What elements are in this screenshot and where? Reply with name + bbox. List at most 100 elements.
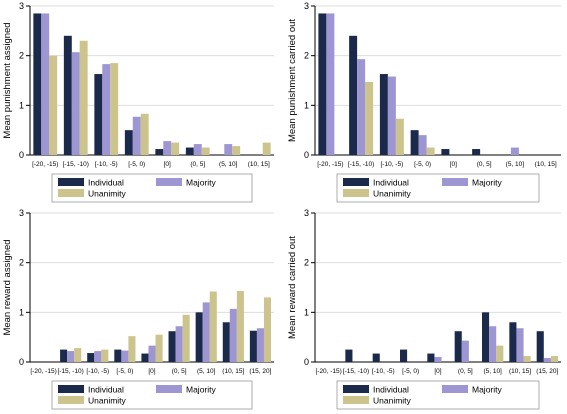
x-tick-label: (0, 5] <box>190 161 205 168</box>
bar-majority-15-10 <box>71 52 80 155</box>
bar-individual-15-20 <box>536 331 544 362</box>
bar-majority-20-15 <box>41 13 50 156</box>
bar-individual-10-5 <box>379 74 388 155</box>
x-tick-label: [-15, -10) <box>63 161 89 168</box>
bar-individual-0-5 <box>185 147 194 155</box>
y-axis-label: Mean reward carried out <box>287 236 298 339</box>
chart-panel-reward-carried-out: 0 1 2 3 Mean reward carried out [-20, -15) [-1… <box>285 207 567 414</box>
x-tick-label: (10, 15] <box>509 368 531 375</box>
x-tick-label: (5, 10] <box>219 161 238 168</box>
y-tick-label: 0 <box>304 150 309 160</box>
y-tick-label: 1 <box>304 307 309 317</box>
bar-individual-0-5 <box>472 149 481 155</box>
bar-individual-10-15 <box>222 322 230 362</box>
bar-individual-5-10 <box>195 312 203 362</box>
legend-swatch-unanimity <box>58 189 84 197</box>
bar-unanimity-5-0 <box>140 113 149 155</box>
x-tick-label: [-10, -5) <box>380 161 403 168</box>
bar-majority-15-20 <box>256 328 264 362</box>
legend-swatch-individual <box>343 385 369 393</box>
legend-swatch-individual <box>343 178 369 186</box>
x-tick-label: [0] <box>164 161 171 168</box>
bar-individual-10-5 <box>87 353 95 362</box>
x-tick-label: [-15, -10) <box>57 368 83 375</box>
x-tick-label: [-10, -5) <box>86 368 109 375</box>
x-tick-label: [0] <box>450 161 457 168</box>
bar-majority-5-10 <box>224 144 233 155</box>
y-tick-label: 0 <box>304 357 309 367</box>
bar-unanimity-10-15 <box>523 356 531 362</box>
bar-unanimity-10-5 <box>101 349 109 362</box>
x-tick-label: (10, 15] <box>535 161 557 168</box>
x-tick-label: [0] <box>148 368 155 375</box>
bar-individual-15-10 <box>60 349 68 362</box>
y-axis-label: Mean reward assigned <box>2 239 13 335</box>
bar-individual-0 <box>141 353 149 362</box>
bar-unanimity-15-20 <box>550 356 558 362</box>
y-tick-label: 3 <box>19 208 24 218</box>
bar-unanimity-0 <box>171 142 180 155</box>
bar-majority-5-0 <box>121 350 129 362</box>
chart-panel-reward-assigned: 0 1 2 3 Mean reward assigned [-20, -15) [-15, … <box>0 207 280 414</box>
bar-individual-0 <box>427 353 435 362</box>
x-tick-label: (0, 5] <box>172 368 187 375</box>
bar-unanimity-10-15 <box>236 290 244 362</box>
bar-individual-5-0 <box>410 130 419 155</box>
y-tick-label: 2 <box>19 258 24 268</box>
y-axis-label: Mean punishment carried out <box>287 19 298 142</box>
legend-label-majority: Majority <box>186 178 217 188</box>
bar-unanimity-10-5 <box>395 118 404 155</box>
bar-individual-20-15 <box>318 13 327 156</box>
legend-label-unanimity: Unanimity <box>88 396 127 406</box>
legend-label-unanimity: Unanimity <box>88 189 127 199</box>
bar-majority-15-10 <box>67 351 75 362</box>
legend-swatch-unanimity <box>58 396 84 404</box>
chart-svg: 0 1 2 3 Mean reward assigned [-20, -15) [-15, … <box>2 208 274 410</box>
bar-majority-0 <box>434 357 442 362</box>
x-tick-label: [-20, -15) <box>32 161 58 168</box>
bar-individual-15-10 <box>345 349 353 362</box>
y-tick-label: 1 <box>19 307 24 317</box>
legend-label-individual: Individual <box>373 385 409 395</box>
bar-majority-10-15 <box>229 308 237 362</box>
bar-majority-5-0 <box>418 135 427 155</box>
bar-individual-5-0 <box>114 349 122 362</box>
x-tick-label: [-15, -10) <box>343 368 369 375</box>
legend <box>51 173 253 203</box>
bar-majority-5-10 <box>202 302 210 362</box>
bar-unanimity-10-5 <box>110 63 119 155</box>
bar-unanimity-20-15 <box>49 55 58 155</box>
legend-label-individual: Individual <box>88 385 124 395</box>
x-tick-label: [-10, -5) <box>95 161 118 168</box>
x-tick-label: [-10, -5) <box>372 368 395 375</box>
x-tick-label: (5, 10] <box>197 368 216 375</box>
bar-unanimity-5-10 <box>496 345 504 362</box>
y-tick-label: 2 <box>304 51 309 61</box>
bar-individual-10-5 <box>94 74 103 155</box>
chart-panel-punishment-carried-out: 0 1 2 3 Mean punishment carried out [-20, -15… <box>285 0 567 207</box>
legend-label-majority: Majority <box>186 385 217 395</box>
bar-unanimity-0 <box>155 334 163 362</box>
bar-unanimity-0-5 <box>182 314 190 362</box>
bar-unanimity-5-10 <box>232 146 241 155</box>
legend-label-majority: Majority <box>472 178 503 188</box>
x-tick-label: (10, 15] <box>222 368 244 375</box>
legend-swatch-unanimity <box>343 189 369 197</box>
y-tick-label: 0 <box>19 357 24 367</box>
bar-individual-15-10 <box>63 35 72 155</box>
bar-majority-10-5 <box>387 76 396 155</box>
y-tick-label: 2 <box>19 51 24 61</box>
legend <box>336 173 540 203</box>
bar-individual-10-15 <box>509 322 517 362</box>
bar-majority-0 <box>148 345 156 362</box>
bar-unanimity-5-10 <box>209 291 217 362</box>
bar-unanimity-5-0 <box>128 336 136 362</box>
x-tick-label: [-5, 0) <box>116 368 133 375</box>
legend-swatch-individual <box>58 385 84 393</box>
bar-majority-5-0 <box>132 116 141 155</box>
y-tick-label: 3 <box>304 208 309 218</box>
x-tick-label: (0, 5] <box>477 161 492 168</box>
bar-majority-5-10 <box>510 147 519 155</box>
bar-individual-15-20 <box>249 330 257 362</box>
